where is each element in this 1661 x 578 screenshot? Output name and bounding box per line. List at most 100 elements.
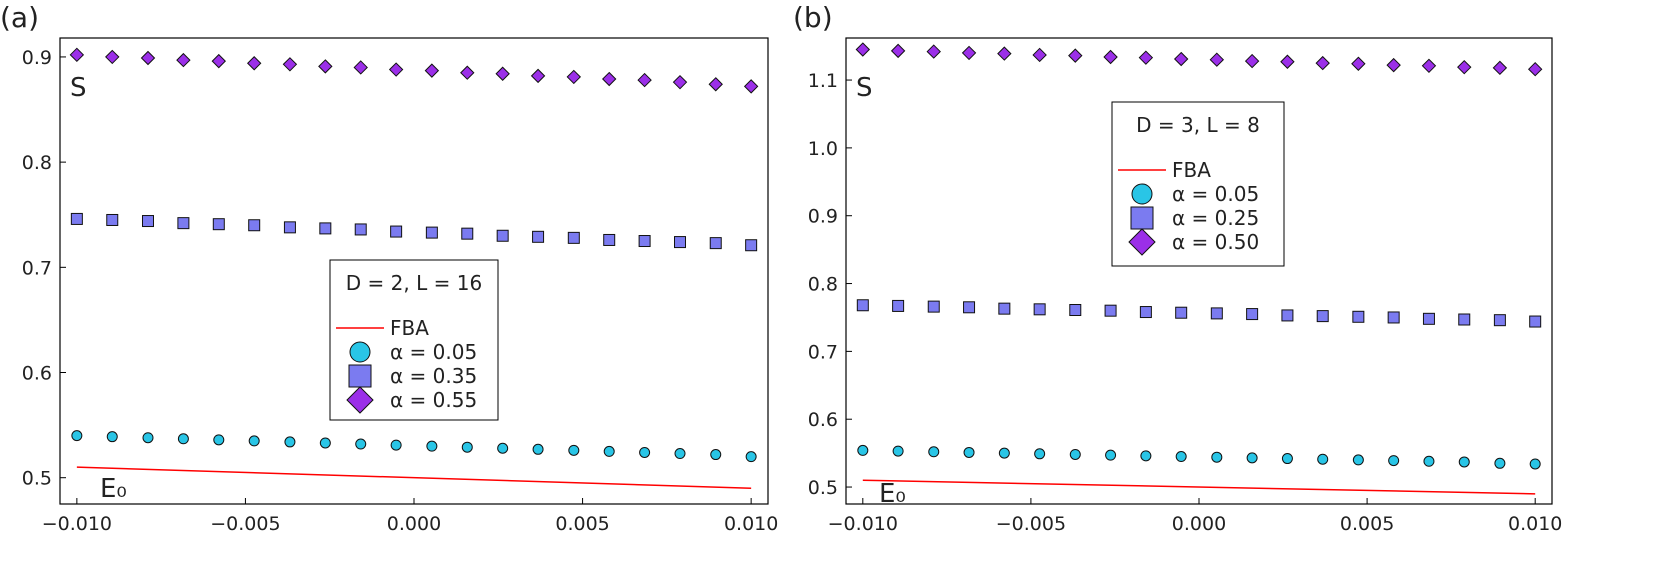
diamond-marker [961,45,977,61]
diamond-marker [530,68,546,84]
square-marker [248,219,261,232]
legend-diamond-swatch [1128,228,1156,256]
legend-circle-swatch [1131,183,1153,205]
diamond-marker [997,46,1012,61]
circle-marker [1069,448,1081,460]
square-marker [638,235,651,248]
x-tick-label: 0.010 [1508,513,1562,535]
diamond-marker [246,56,262,71]
diamond-marker [1280,54,1295,69]
diamond-marker [1209,52,1225,67]
circle-marker [1246,452,1258,464]
x-tick-label: −0.010 [42,513,112,535]
diamond-marker [211,53,227,69]
square-marker [1316,310,1329,323]
square-marker [532,230,545,243]
circle-marker [892,445,904,457]
diamond-marker [1315,55,1330,71]
square-marker [927,300,940,313]
diamond-marker [601,71,617,87]
diamond-marker [495,66,510,81]
circle-marker [426,440,438,452]
square-marker [1033,303,1046,316]
x-tick-label: −0.005 [996,513,1066,535]
square-marker [425,226,438,239]
diamond-marker [176,52,191,68]
y-tick-label: 0.8 [22,152,52,174]
series-diamond-points [855,42,1543,77]
diamond-marker [1421,58,1437,74]
diamond-marker [105,49,120,65]
circle-marker [284,436,296,448]
square-marker [709,237,722,250]
circle-marker [1352,454,1364,466]
diamond-marker [1032,47,1047,63]
x-tick-label: 0.000 [1172,513,1226,535]
y-tick-label: 1.1 [808,70,838,92]
square-marker [212,218,225,231]
square-marker [390,225,403,238]
legend-entry-label: α = 0.05 [390,340,477,364]
circle-marker [568,444,580,456]
y-tick-label: 0.5 [808,477,838,499]
square-marker [1387,311,1400,324]
circle-marker [1494,457,1506,469]
y-tick-label: 0.7 [808,341,838,363]
y-tick-label: 0.5 [22,468,52,490]
circle-marker [1175,451,1187,463]
circle-marker [213,434,225,446]
y-tick-label: 0.9 [808,206,838,228]
square-marker [106,213,119,226]
legend-title: D = 2, L = 16 [346,271,482,295]
square-marker [1352,310,1365,323]
y-tick-label: 0.8 [808,274,838,296]
diamond-marker [1173,51,1189,67]
circle-marker [319,437,331,449]
square-marker [1281,309,1294,322]
chart-panel-b: (b) −0.010 −0.005 0.000 0.005 0.010 0.5 0.6 0.7 0… [793,1,1562,535]
x-tick-label: 0.000 [387,513,441,535]
diamond-marker [460,65,475,80]
circle-marker [71,430,83,442]
circle-marker [963,446,975,458]
x-tick-label: 0.005 [555,513,609,535]
y-tick-label: 0.7 [22,257,52,279]
square-marker [1139,306,1152,319]
y-axis-label: S [70,73,87,103]
series-fba-line [76,466,752,489]
circle-marker [355,438,367,450]
square-marker [1529,315,1542,328]
y-tick-label: 0.9 [22,47,52,69]
diamond-marker [69,47,85,63]
circle-marker [1529,458,1541,470]
series-circle-points [857,444,1541,470]
circle-marker [1105,449,1117,461]
diamond-marker [926,44,941,59]
circle-marker [603,445,615,457]
legend-entry-label: α = 0.55 [390,388,477,412]
legend-title: D = 3, L = 8 [1136,113,1260,137]
circle-marker [1317,453,1329,465]
circle-marker [248,435,260,447]
square-marker [963,301,976,314]
series-diamond-points [69,47,759,94]
diamond-marker [388,62,404,77]
legend-entry-label: α = 0.25 [1172,206,1259,230]
circle-marker [461,441,473,453]
square-marker [674,236,687,249]
square-marker [1104,304,1117,317]
series-circle-points [71,430,757,463]
diamond-marker [1244,53,1260,69]
circle-marker [1423,455,1435,467]
diamond-marker [424,63,440,78]
fba-line [862,479,1536,495]
diamond-marker [353,60,368,75]
square-marker [177,217,190,230]
square-marker [1069,304,1082,317]
x-tick-label: −0.005 [210,513,280,535]
diamond-marker [282,57,298,72]
square-marker [603,233,616,246]
x-axis-label: E₀ [879,479,906,509]
